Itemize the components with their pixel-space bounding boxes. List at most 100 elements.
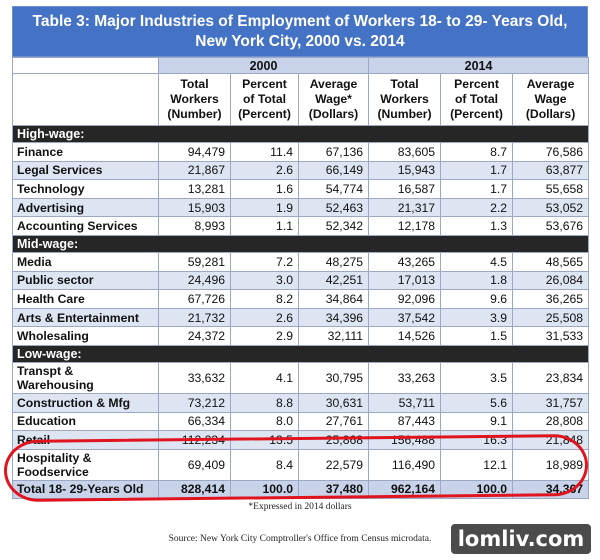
value-cell: 32,111	[297, 326, 370, 346]
value-cell: 3.0	[230, 270, 299, 291]
table-row: Transpt & Warehousing 33,632 4.1 30,795 33,26…	[12, 361, 590, 394]
total-label: Total 18- 29-Years Old	[12, 479, 159, 499]
value-cell: 36,265	[512, 289, 590, 309]
table-row: Education 66,334 8.0 27,761 87,443 9.1 28,808	[12, 411, 590, 432]
value-cell: 4.1	[230, 361, 299, 394]
watermark-logo: lomliv.com	[451, 524, 591, 554]
value-cell: 21,317	[368, 197, 442, 218]
table-row: Accounting Services 8,993 1.1 52,342 12,178 1…	[12, 216, 590, 236]
value-cell: 26,084	[512, 270, 590, 291]
value-cell: 1.1	[230, 216, 299, 236]
table-row: Finance 94,479 11.4 67,136 83,605 8.7 76,586	[12, 142, 590, 162]
value-cell: 9.6	[440, 289, 514, 309]
industry-label: Transpt & Warehousing	[12, 361, 159, 394]
value-cell: 8.2	[230, 289, 299, 309]
value-cell: 2.6	[230, 307, 299, 328]
source-note: Source: New York City Comptroller's Offi…	[168, 533, 432, 544]
value-cell: 27,761	[297, 411, 370, 432]
value-cell: 1.6	[230, 179, 299, 199]
value-cell: 69,409	[158, 448, 231, 481]
column-header: Percent of Total (Percent)	[230, 73, 299, 126]
value-cell: 8.7	[440, 142, 514, 162]
value-cell: 23,834	[512, 361, 590, 394]
total-row: Total 18- 29-Years Old 828,414 100.0 37,…	[12, 479, 590, 499]
value-cell: 28,808	[512, 411, 590, 432]
value-cell: 24,372	[158, 326, 231, 346]
value-cell: 5.6	[440, 392, 514, 413]
value-cell: 73,212	[158, 392, 231, 413]
value-cell: 2.2	[440, 197, 514, 218]
section-header-row: Low-wage:	[11, 344, 590, 363]
value-cell: 24,496	[158, 270, 231, 291]
table-row: Public sector 24,496 3.0 42,251 17,013 1.8 26,…	[12, 270, 590, 291]
table-row: Arts & Entertainment 21,732 2.6 34,396 37,54…	[12, 307, 590, 328]
year-header-row: 2000 2014	[12, 57, 590, 74]
table-title: Table 3: Major Industries of Employment …	[12, 6, 588, 57]
total-cell: 34,367	[512, 479, 590, 499]
total-cell: 100.0	[230, 479, 299, 499]
table-row: Media 59,281 7.2 48,275 43,265 4.5 48,565	[12, 251, 590, 272]
value-cell: 1.8	[440, 270, 514, 291]
value-cell: 8.4	[230, 448, 299, 481]
table-row: Wholesaling 24,372 2.9 32,111 14,526 1.5 31,53…	[12, 326, 590, 346]
value-cell: 92,096	[368, 289, 442, 309]
value-cell: 59,281	[158, 251, 231, 272]
table-row: Technology 13,281 1.6 54,774 16,587 1.7 55,658	[12, 179, 590, 199]
value-cell: 34,396	[297, 307, 370, 328]
value-cell: 83,605	[368, 142, 442, 162]
value-cell: 9.1	[440, 411, 514, 432]
value-cell: 25,868	[297, 430, 370, 450]
table-body: High-wage: Finance 94,479 11.4 67,136 83,605 8…	[11, 125, 590, 481]
value-cell: 48,565	[512, 251, 590, 272]
industry-label: Hospitality & Foodservice	[12, 448, 159, 481]
value-cell: 53,052	[512, 197, 590, 218]
table-row: Legal Services 21,867 2.6 66,149 15,943 1.7 63…	[12, 160, 590, 181]
industry-label: Legal Services	[12, 160, 159, 181]
value-cell: 1.3	[440, 216, 514, 236]
value-cell: 54,774	[297, 179, 370, 199]
value-cell: 63,877	[512, 160, 590, 181]
total-cell: 962,164	[368, 479, 442, 499]
table-row: Construction & Mfg 73,212 8.8 30,631 53,711 5…	[12, 392, 590, 413]
industry-label: Accounting Services	[12, 216, 159, 236]
value-cell: 15,943	[368, 160, 442, 181]
section-label: High-wage:	[11, 125, 590, 143]
table-container: Table 3: Major Industries of Employment …	[11, 6, 590, 544]
value-cell: 48,275	[297, 251, 370, 272]
column-header: Percent of Total (Percent)	[440, 73, 514, 126]
value-cell: 42,251	[297, 270, 370, 291]
value-cell: 52,463	[297, 197, 370, 218]
value-cell: 43,265	[368, 251, 442, 272]
section-header-row: Mid-wage:	[11, 234, 590, 253]
value-cell: 112,234	[158, 430, 231, 450]
industry-label: Public sector	[12, 270, 159, 291]
section-label: Mid-wage:	[11, 234, 590, 253]
value-cell: 116,490	[368, 448, 442, 481]
industry-label: Arts & Entertainment	[12, 307, 159, 328]
value-cell: 8,993	[158, 216, 231, 236]
value-cell: 25,508	[512, 307, 590, 328]
value-cell: 67,726	[158, 289, 231, 309]
value-cell: 52,342	[297, 216, 370, 236]
value-cell: 33,263	[368, 361, 442, 394]
industry-label: Finance	[12, 142, 159, 162]
value-cell: 16,587	[368, 179, 442, 199]
value-cell: 11.4	[230, 142, 299, 162]
table-row: Retail 112,234 13.5 25,868 156,488 16.3 21,848	[12, 430, 590, 450]
industry-label: Retail	[12, 430, 159, 450]
value-cell: 21,732	[158, 307, 231, 328]
employment-table: 2000 2014 Total Workers (Number) Percent of …	[11, 57, 590, 499]
column-header: Average Wage* (Dollars)	[297, 73, 370, 126]
red-highlight-circle	[3, 433, 589, 503]
value-cell: 1.7	[440, 179, 514, 199]
value-cell: 1.5	[440, 326, 514, 346]
value-cell: 12,178	[368, 216, 442, 236]
value-cell: 14,526	[368, 326, 442, 346]
total-cell: 100.0	[440, 479, 514, 499]
total-cell: 37,480	[297, 479, 370, 499]
value-cell: 66,334	[158, 411, 231, 432]
value-cell: 17,013	[368, 270, 442, 291]
value-cell: 31,533	[512, 326, 590, 346]
value-cell: 30,631	[297, 392, 370, 413]
value-cell: 3.9	[440, 307, 514, 328]
